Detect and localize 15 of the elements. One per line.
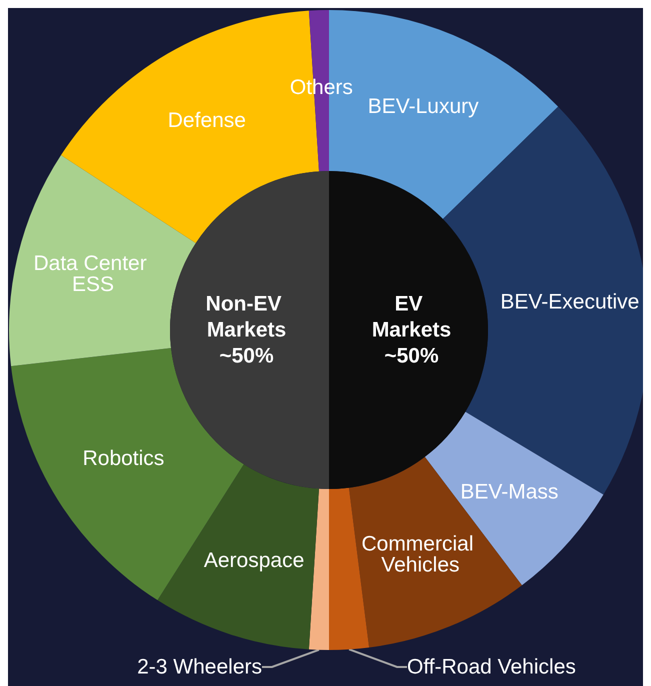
slice-label: 2-3 Wheelers [137, 656, 262, 678]
slice-label: EV Markets [372, 292, 452, 342]
slice-label: Non-EV Markets [206, 292, 288, 342]
slice-label: Aerospace [204, 549, 304, 572]
slice-label: BEV-Executive [500, 290, 640, 314]
slice-label: Robotics [82, 447, 164, 470]
slice-label: Off-Road Vehicles [407, 656, 576, 678]
data-label: ~50% [219, 344, 274, 368]
slice-label: Others [290, 76, 353, 100]
slice-label: Data Center ESS [33, 252, 153, 296]
slice-label: BEV-Mass [460, 480, 558, 504]
slice-label: Defense [168, 109, 246, 132]
slice-label: BEV-Luxury [368, 95, 480, 118]
slice-label: Commercial Vehicles [361, 532, 480, 577]
data-label: ~50% [384, 344, 439, 368]
